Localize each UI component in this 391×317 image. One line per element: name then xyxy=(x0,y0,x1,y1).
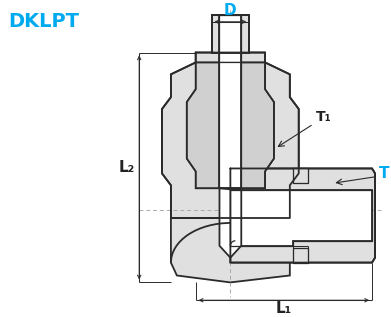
Text: D: D xyxy=(224,3,237,18)
Polygon shape xyxy=(219,188,241,258)
Polygon shape xyxy=(230,190,372,246)
Text: L₂: L₂ xyxy=(118,160,135,175)
Text: DKLPT: DKLPT xyxy=(9,12,79,31)
Text: L₁: L₁ xyxy=(276,301,292,316)
Text: T₁: T₁ xyxy=(316,110,331,124)
Polygon shape xyxy=(187,62,274,188)
Polygon shape xyxy=(230,168,375,262)
Polygon shape xyxy=(293,248,308,262)
Polygon shape xyxy=(219,15,241,188)
Polygon shape xyxy=(293,168,308,183)
Text: T: T xyxy=(379,166,389,181)
Polygon shape xyxy=(212,15,249,53)
Polygon shape xyxy=(162,53,299,218)
Polygon shape xyxy=(171,218,290,282)
